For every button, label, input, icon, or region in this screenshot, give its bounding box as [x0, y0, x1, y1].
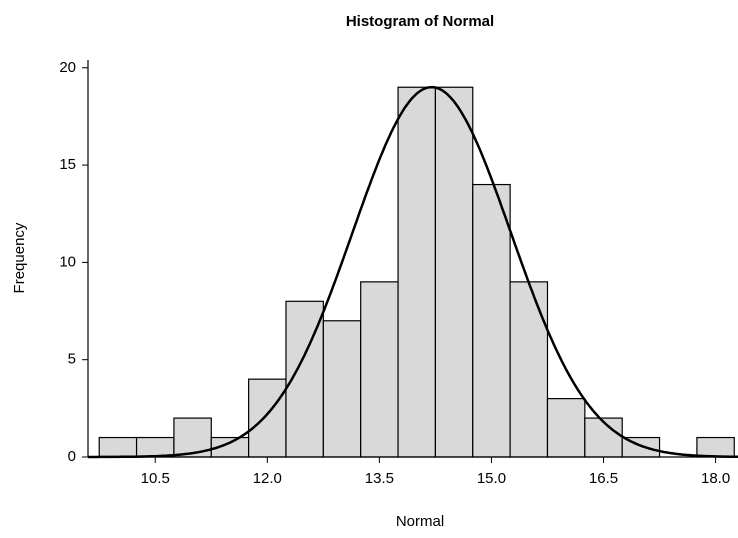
- y-tick-label: 20: [59, 59, 76, 76]
- y-tick-label: 15: [59, 156, 76, 173]
- bar: [248, 378, 287, 458]
- x-tick-label: 10.5: [141, 470, 170, 487]
- x-tick-label: 13.5: [365, 470, 394, 487]
- bar: [509, 281, 549, 458]
- bar: [472, 183, 511, 458]
- x-axis-label: Normal: [396, 513, 444, 530]
- y-axis-label: Frequency: [11, 222, 28, 293]
- y-tick-label: 0: [68, 448, 76, 465]
- bar: [696, 436, 735, 458]
- chart-title: Histogram of Normal: [346, 13, 494, 30]
- bar: [584, 417, 623, 458]
- y-tick-label: 10: [59, 253, 76, 270]
- x-tick-label: 16.5: [589, 470, 618, 487]
- x-tick-label: 12.0: [253, 470, 282, 487]
- x-tick-label: 18.0: [701, 470, 730, 487]
- y-tick-label: 5: [68, 351, 76, 368]
- bar: [322, 320, 362, 458]
- bar: [397, 86, 437, 458]
- bar: [434, 86, 474, 458]
- bar: [360, 281, 399, 458]
- bar: [98, 436, 138, 458]
- bar: [135, 436, 175, 458]
- x-tick-label: 15.0: [477, 470, 506, 487]
- bar: [546, 398, 586, 458]
- bar: [173, 417, 212, 458]
- fit-curve: [88, 85, 738, 459]
